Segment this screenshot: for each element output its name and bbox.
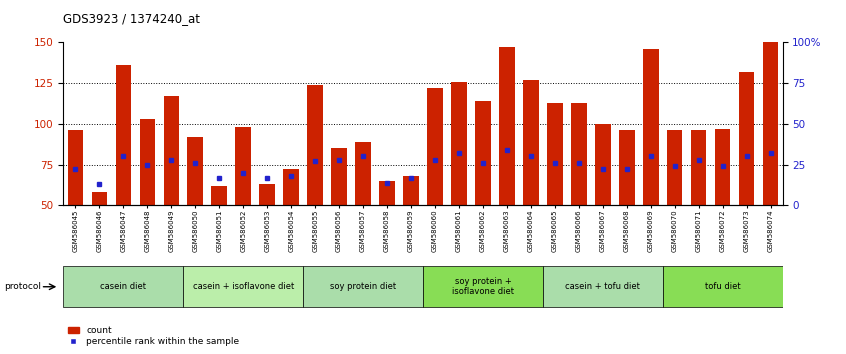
Bar [303, 266, 423, 307]
Bar [63, 266, 184, 307]
Bar [188, 137, 203, 205]
Bar [404, 176, 419, 205]
Text: casein + isoflavone diet: casein + isoflavone diet [193, 282, 294, 291]
Bar [163, 96, 179, 205]
Bar [91, 192, 107, 205]
Bar [739, 72, 755, 205]
Bar [475, 101, 491, 205]
Bar [547, 103, 563, 205]
Bar [283, 170, 299, 205]
Bar [212, 186, 227, 205]
Bar [235, 127, 251, 205]
Bar [571, 103, 586, 205]
Legend: count, percentile rank within the sample: count, percentile rank within the sample [68, 326, 239, 346]
Bar [355, 142, 371, 205]
Bar [619, 130, 634, 205]
Bar [543, 266, 662, 307]
Bar [523, 80, 539, 205]
Bar [260, 184, 275, 205]
Bar [451, 81, 467, 205]
Bar [715, 129, 730, 205]
Text: GDS3923 / 1374240_at: GDS3923 / 1374240_at [63, 12, 201, 25]
Bar [140, 119, 155, 205]
Bar [184, 266, 303, 307]
Bar [691, 130, 706, 205]
Bar [307, 85, 323, 205]
Text: tofu diet: tofu diet [705, 282, 740, 291]
Bar [68, 130, 83, 205]
Text: soy protein +
isoflavone diet: soy protein + isoflavone diet [452, 277, 514, 296]
Text: casein + tofu diet: casein + tofu diet [565, 282, 640, 291]
Bar [423, 266, 543, 307]
Bar [595, 124, 611, 205]
Bar [379, 181, 395, 205]
Bar [643, 49, 658, 205]
Bar [763, 42, 778, 205]
Bar [667, 130, 683, 205]
Bar [332, 148, 347, 205]
Text: casein diet: casein diet [101, 282, 146, 291]
Text: protocol: protocol [4, 282, 41, 291]
Bar [662, 266, 783, 307]
Bar [427, 88, 442, 205]
Bar [116, 65, 131, 205]
Text: soy protein diet: soy protein diet [330, 282, 396, 291]
Bar [499, 47, 514, 205]
